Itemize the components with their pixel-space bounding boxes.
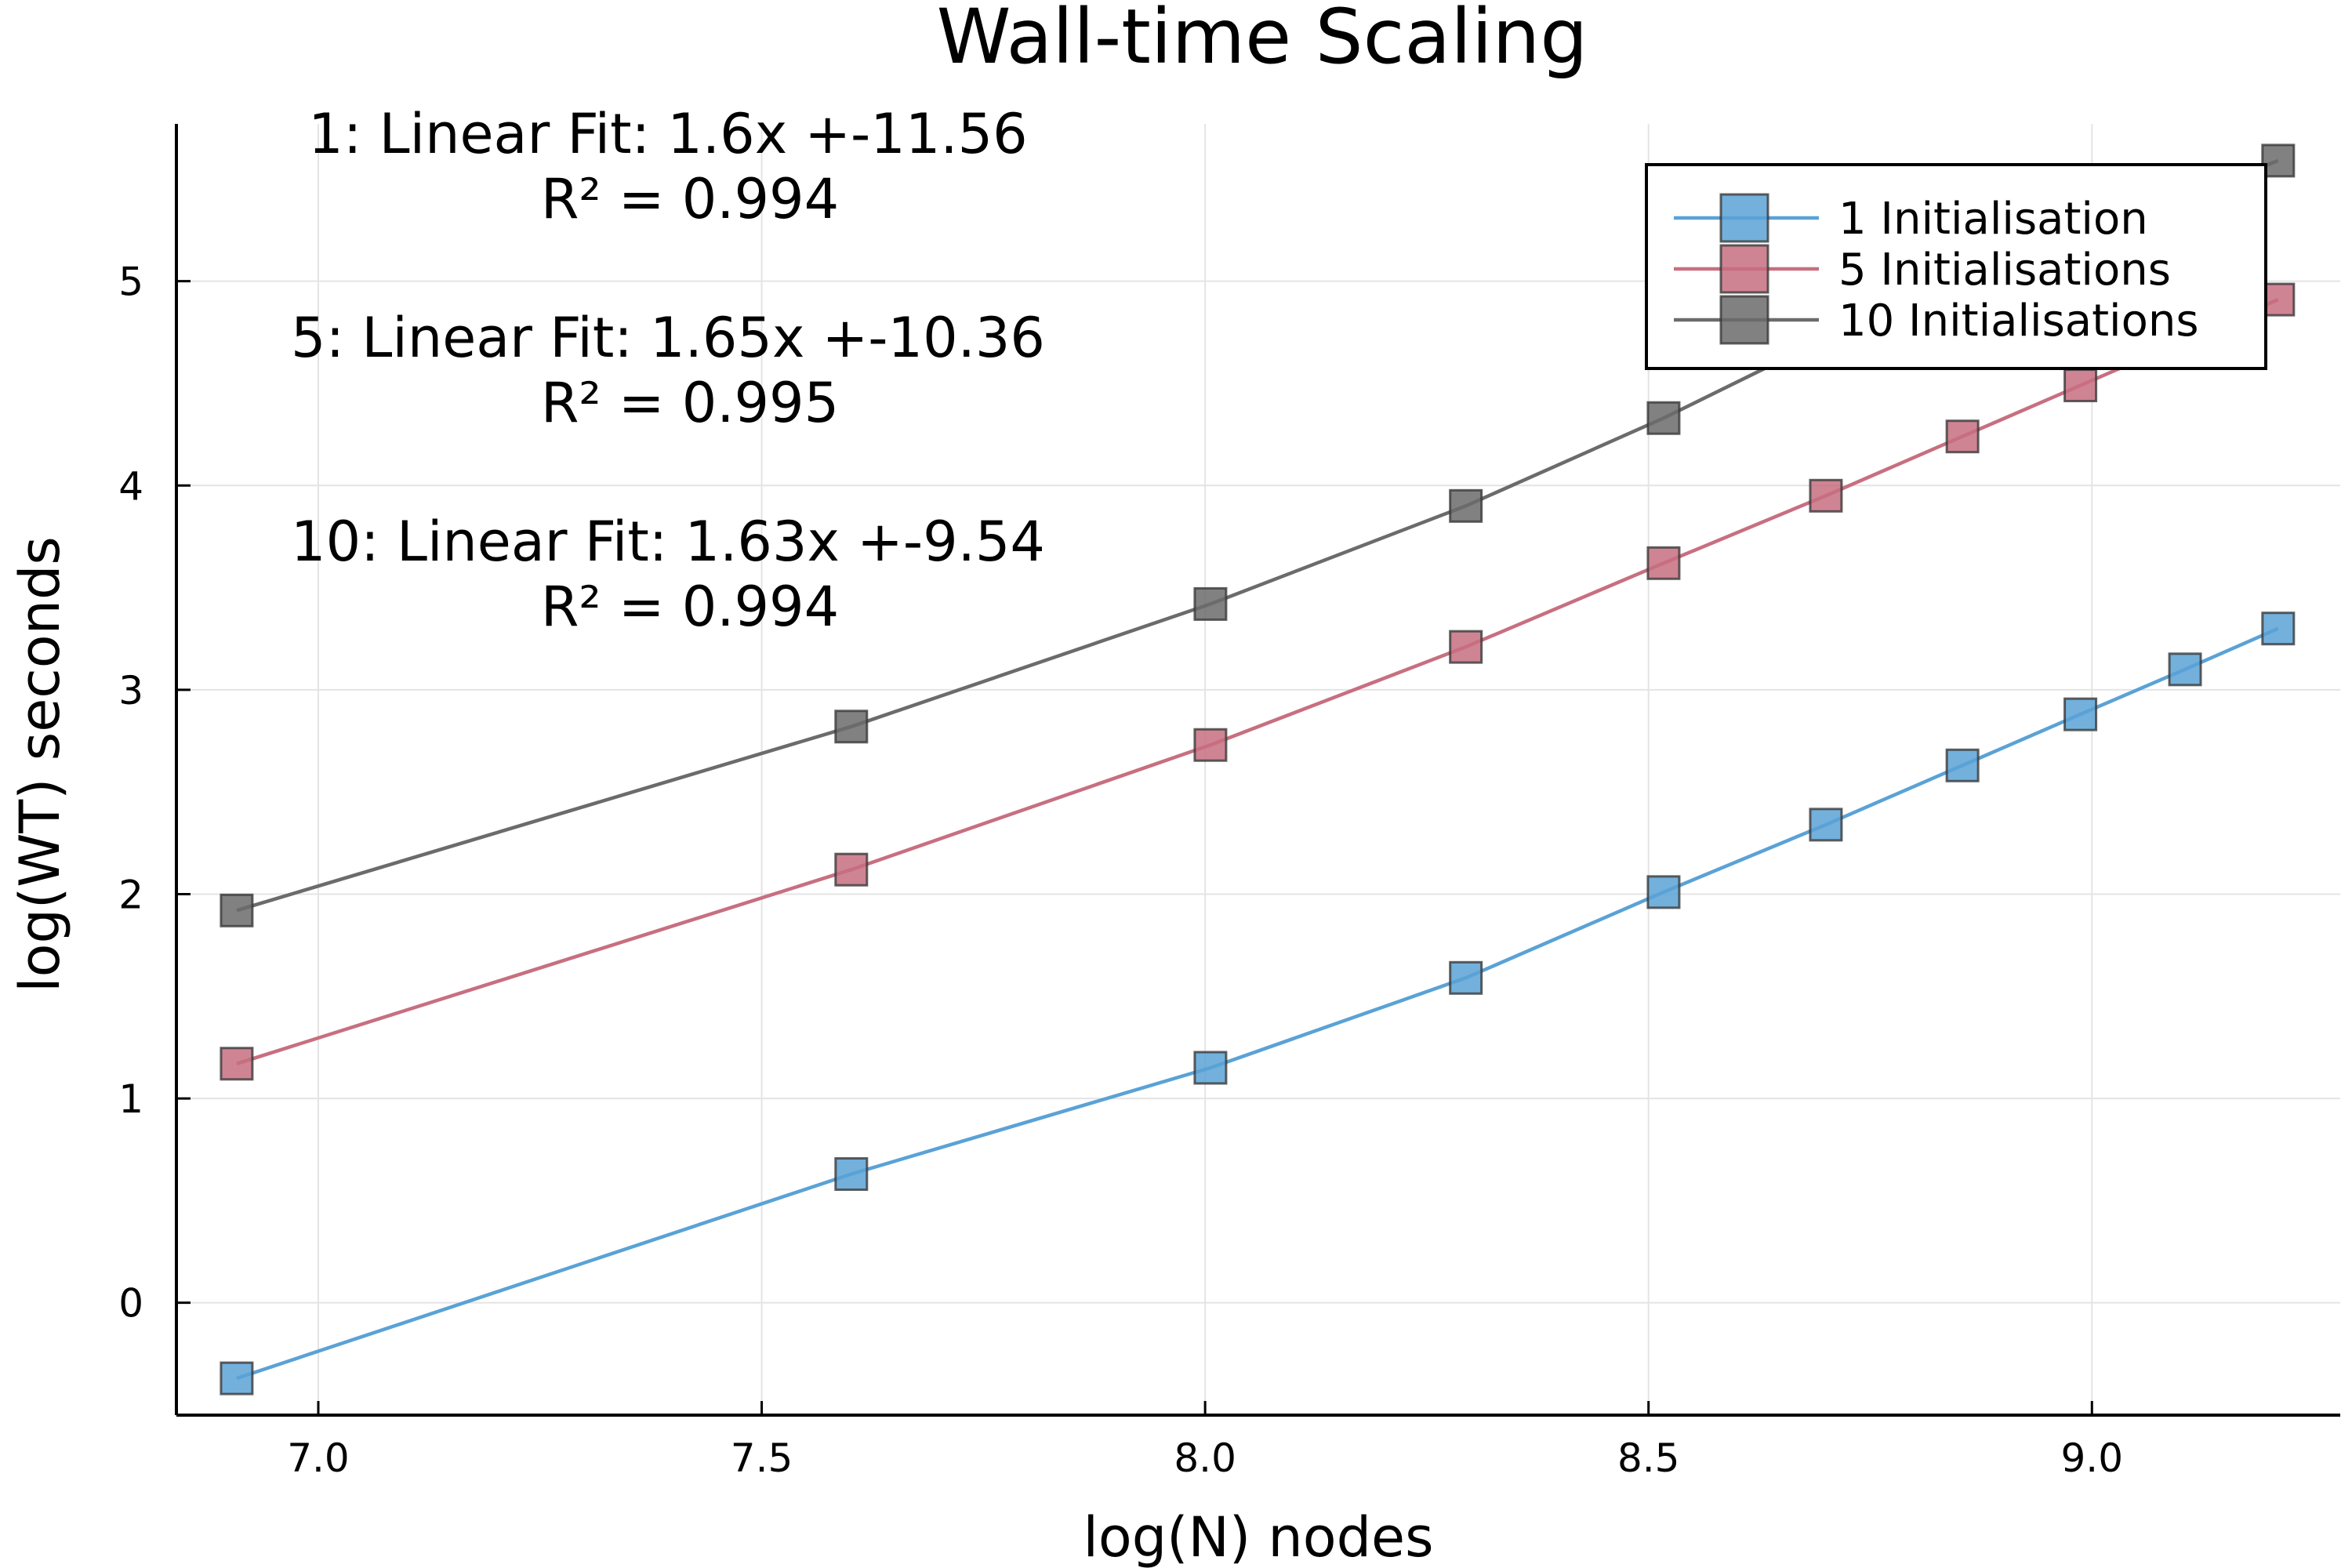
data-point [834, 710, 869, 744]
y-tick-label: 3 [118, 668, 143, 713]
fit-annotation-line: 5: Linear Fit: 1.65x +-10.36 [291, 306, 1045, 370]
series-line [236, 626, 2279, 1381]
series-1 [220, 612, 2296, 1396]
data-point [2261, 143, 2296, 178]
x-tick-label: 9.0 [2061, 1436, 2124, 1481]
data-point [2261, 612, 2296, 646]
data-point [1646, 546, 1681, 580]
axes: 7.0 7.5 8.0 8.5 9.0 0 1 2 3 4 5 [118, 124, 2340, 1481]
y-tick-label: 0 [118, 1281, 143, 1327]
data-point [2063, 697, 2098, 731]
series-2 [220, 282, 2296, 1081]
y-axis-label: log(WT) seconds [8, 536, 72, 993]
legend-label: 10 Initialisations [1838, 296, 2199, 347]
x-tick-label: 8.5 [1617, 1436, 1680, 1481]
data-point [1449, 960, 1483, 995]
data-point [1193, 586, 1228, 621]
data-point [2168, 652, 2202, 687]
data-point [1646, 401, 1681, 435]
y-tick-label: 2 [118, 872, 143, 917]
fit-annotation-line: 1: Linear Fit: 1.6x +-11.56 [308, 102, 1027, 166]
data-point [220, 893, 254, 927]
x-tick-label: 7.0 [287, 1436, 350, 1481]
data-point [1646, 875, 1681, 909]
data-point [1945, 748, 1980, 782]
legend-marker-swatch [1719, 295, 1769, 345]
data-point [1449, 630, 1483, 664]
legend-label: 1 Initialisation [1838, 194, 2148, 245]
data-point [1449, 488, 1483, 523]
y-tick-label: 1 [118, 1076, 143, 1122]
data-point [1945, 419, 1980, 454]
data-point [1193, 728, 1228, 762]
x-axis-label: log(N) nodes [1083, 1505, 1433, 1568]
x-tick-label: 7.5 [731, 1436, 793, 1481]
data-point [834, 1156, 869, 1191]
y-tick-label: 4 [118, 463, 143, 509]
fit-annotation-line: 10: Linear Fit: 1.63x +-9.54 [291, 510, 1045, 574]
r-squared-annotation: R² = 0.995 [541, 371, 839, 435]
data-point [1809, 808, 1843, 842]
data-point [1809, 478, 1843, 513]
series-layer [220, 143, 2296, 1396]
r-squared-annotation: R² = 0.994 [541, 167, 839, 231]
chart-title: Wall-time Scaling [937, 0, 1588, 81]
data-point [220, 1047, 254, 1081]
legend-marker-swatch [1719, 244, 1769, 294]
data-point [1193, 1051, 1228, 1085]
data-point [2063, 368, 2098, 403]
data-point [834, 852, 869, 887]
data-point [220, 1361, 254, 1396]
legend-label: 5 Initialisations [1838, 245, 2171, 296]
legend-marker-swatch [1719, 193, 1769, 243]
y-tick-label: 5 [118, 260, 143, 305]
x-tick-label: 8.0 [1174, 1436, 1236, 1481]
r-squared-annotation: R² = 0.994 [541, 575, 839, 639]
